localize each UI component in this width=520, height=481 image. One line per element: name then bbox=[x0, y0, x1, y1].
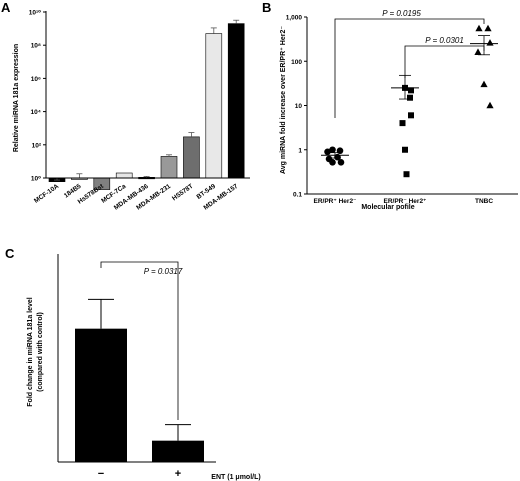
panel-c-significance: P = 0.0317 bbox=[100, 261, 183, 420]
panel-c-y-axis-label-2: (compared with control) bbox=[37, 312, 44, 392]
panel-c-bar bbox=[152, 440, 204, 462]
panel-a: A Relative miRNA 181a expression 10⁰10²1… bbox=[1, 0, 250, 212]
panel-b-point-square bbox=[408, 87, 414, 94]
panel-b-y-tick-label: 1,000 bbox=[286, 15, 303, 22]
panel-b-point-circle bbox=[329, 159, 336, 166]
panel-a-y-ticks: 10⁰ 10² 10⁴ 10⁶ 10⁸ 10¹⁰ bbox=[29, 10, 46, 183]
panel-b-significance-bracket bbox=[404, 45, 485, 78]
panel-b-point-square bbox=[402, 84, 408, 91]
panel-b-point-circle bbox=[334, 153, 341, 161]
panel-b-point-triangle bbox=[484, 24, 492, 32]
panel-a-y-tick-label: 10² bbox=[32, 142, 42, 149]
panel-a-letter: A bbox=[1, 0, 11, 15]
panel-c-x-axis-label: ENT (1 μmol/L) bbox=[211, 474, 260, 481]
panel-b-y-tick-label: 0.1 bbox=[293, 192, 302, 199]
panel-a-bar bbox=[205, 33, 223, 179]
panel-c-category-labels: − + bbox=[98, 468, 181, 480]
panel-a-category-label: MCF-10A bbox=[33, 183, 60, 205]
panel-b-p-value: P = 0.0301 bbox=[425, 36, 464, 45]
panel-a-y-tick-label: 10⁰ bbox=[31, 176, 41, 183]
panel-c-category-label: − bbox=[98, 468, 104, 480]
panel-b-point-circle bbox=[324, 148, 331, 156]
panel-b-points bbox=[321, 24, 498, 178]
panel-a-bar bbox=[160, 156, 178, 179]
panel-a-bars bbox=[48, 19, 245, 190]
panel-c-significance-bracket bbox=[100, 261, 179, 420]
panel-b-x-axis-label: Molecular pofile bbox=[361, 204, 414, 211]
panel-b-point-square bbox=[403, 171, 410, 178]
panel-b-point-triangle bbox=[474, 48, 482, 56]
panel-b-point-circle bbox=[337, 159, 345, 166]
panel-c-category-label: + bbox=[175, 468, 181, 480]
panel-c-bars bbox=[75, 298, 204, 462]
panel-c: C Fold change in miRNA 181a level (compa… bbox=[5, 246, 261, 481]
panel-b-point-square bbox=[402, 146, 408, 153]
panel-a-y-tick-label: 10⁶ bbox=[31, 76, 41, 83]
panel-a-y-tick-label: 10¹⁰ bbox=[29, 10, 41, 17]
panel-b: B Avg miRNA fold increase over ER/PR⁺ He… bbox=[262, 0, 518, 211]
panel-b-y-axis-label: Avg miRNA fold increase over ER/PR⁺ Her2… bbox=[279, 26, 287, 174]
panel-b-y-tick-label: 1 bbox=[298, 147, 302, 154]
panel-c-bar bbox=[75, 328, 127, 462]
panel-a-category-labels: MCF-10A 184B5Hs578BstMCF-7CaMDA-MB-436MDA… bbox=[33, 182, 240, 211]
panel-b-y-tick-label: 10 bbox=[295, 103, 303, 110]
panel-b-category-labels: ER/PR⁺ Her2⁻ ER/PR⁻ Her2⁺ TNBC bbox=[314, 198, 494, 205]
panel-b-letter: B bbox=[262, 0, 271, 15]
panel-c-letter: C bbox=[5, 246, 15, 261]
panel-b-point-triangle bbox=[480, 80, 488, 88]
panel-a-bar bbox=[115, 172, 133, 179]
panel-a-y-tick-label: 10⁴ bbox=[31, 109, 41, 116]
panel-b-category-label: TNBC bbox=[475, 198, 493, 205]
panel-b-category-label: ER/PR⁺ Her2⁻ bbox=[314, 198, 357, 205]
panel-b-y-ticks: 0.1 1 10 100 1,000 bbox=[286, 15, 307, 199]
panel-b-category-label: ER/PR⁻ Her2⁺ bbox=[384, 198, 427, 205]
panel-a-bar bbox=[183, 136, 200, 179]
panel-b-significance: P = 0.0195 P = 0.0301 bbox=[334, 9, 485, 118]
panel-b-point-circle bbox=[336, 147, 344, 155]
panel-b-point-triangle bbox=[486, 39, 494, 46]
panel-a-y-tick-label: 10⁸ bbox=[31, 43, 41, 50]
panel-b-p-value: P = 0.0195 bbox=[382, 9, 421, 18]
panel-b-point-square bbox=[407, 94, 413, 101]
panel-a-y-axis-label: Relative miRNA 181a expression bbox=[13, 44, 20, 152]
panel-a-bar bbox=[227, 23, 245, 179]
panel-b-point-square bbox=[408, 112, 414, 119]
panel-b-point-triangle bbox=[475, 24, 483, 32]
panel-b-point-circle bbox=[329, 146, 336, 154]
panel-b-y-tick-label: 100 bbox=[291, 59, 302, 66]
panel-b-point-triangle bbox=[486, 101, 494, 109]
panel-c-p-value: P = 0.0317 bbox=[144, 267, 183, 276]
panel-a-category-label: HS578T bbox=[171, 183, 195, 202]
panel-b-point-square bbox=[399, 120, 406, 127]
panel-b-significance-bracket bbox=[334, 18, 485, 118]
panel-c-y-axis-label: Fold change in miRNA 181a level bbox=[27, 297, 34, 406]
